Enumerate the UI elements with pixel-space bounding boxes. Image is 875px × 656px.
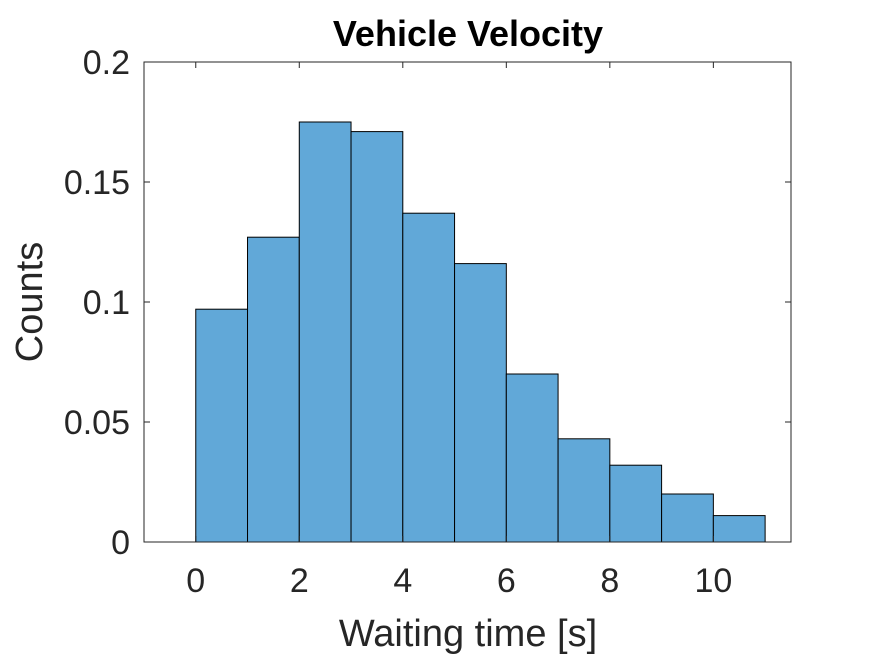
y-tick-label: 0.2 (83, 44, 130, 82)
histogram-bar (298, 121, 352, 543)
y-tick-label: 0 (111, 524, 130, 562)
histogram-bar (712, 515, 766, 543)
x-tick-label: 4 (393, 562, 412, 600)
y-tick-label: 0.1 (83, 284, 130, 322)
histogram-bar (557, 438, 611, 543)
x-axis-ticks: 0 2 4 6 8 10 (186, 62, 732, 600)
y-axis-label: Counts (9, 242, 51, 362)
histogram-bar (195, 308, 249, 543)
histogram-bar (661, 493, 714, 543)
y-tick-label: 0.15 (64, 164, 130, 202)
bars-group (195, 121, 766, 543)
x-tick-label: 8 (600, 562, 619, 600)
x-axis-label: Waiting time [s] (339, 613, 597, 655)
x-tick-label: 10 (694, 562, 732, 600)
x-tick-label: 0 (186, 562, 205, 600)
y-axis-ticks: 0 0.05 0.1 0.15 0.2 (64, 44, 791, 562)
x-tick-label: 6 (497, 562, 516, 600)
histogram-bar (609, 464, 663, 543)
histogram-bar (402, 212, 456, 543)
histogram-bar (454, 263, 507, 543)
x-tick-label: 2 (290, 562, 309, 600)
y-tick-label: 0.05 (64, 404, 130, 442)
histogram-bar (505, 373, 559, 543)
histogram-bar (247, 236, 300, 543)
histogram-bar (350, 131, 404, 543)
chart-title: Vehicle Velocity (333, 13, 603, 54)
